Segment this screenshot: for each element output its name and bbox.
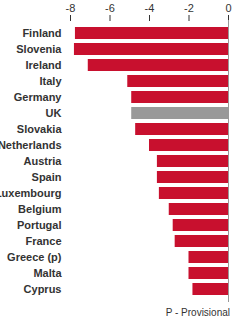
svg-text:Italy: Italy	[39, 75, 62, 87]
svg-text:UK: UK	[46, 107, 62, 119]
svg-text:Belgium: Belgium	[18, 203, 62, 215]
svg-text:-8: -8	[66, 2, 76, 14]
svg-text:-4: -4	[145, 2, 155, 14]
svg-text:Greece (p): Greece (p)	[7, 251, 62, 263]
svg-text:Ireland: Ireland	[25, 59, 61, 71]
svg-text:Austria: Austria	[24, 155, 63, 167]
svg-text:Cyprus: Cyprus	[24, 283, 62, 295]
svg-text:Malta: Malta	[33, 267, 62, 279]
svg-text:Luxembourg: Luxembourg	[0, 187, 62, 199]
svg-text:Spain: Spain	[32, 171, 62, 183]
svg-text:Netherlands: Netherlands	[0, 139, 62, 151]
svg-text:Finland: Finland	[22, 27, 61, 39]
svg-text:Slovakia: Slovakia	[17, 123, 63, 135]
svg-text:0: 0	[225, 2, 231, 14]
svg-text:Slovenia: Slovenia	[16, 43, 62, 55]
html-text:P - Provisional: P - Provisional	[165, 307, 230, 318]
svg-text:-6: -6	[105, 2, 115, 14]
svg-text:Portugal: Portugal	[17, 219, 62, 231]
svg-text:-2: -2	[184, 2, 194, 14]
svg-text:France: France	[25, 235, 61, 247]
svg-text:Germany: Germany	[14, 91, 63, 103]
